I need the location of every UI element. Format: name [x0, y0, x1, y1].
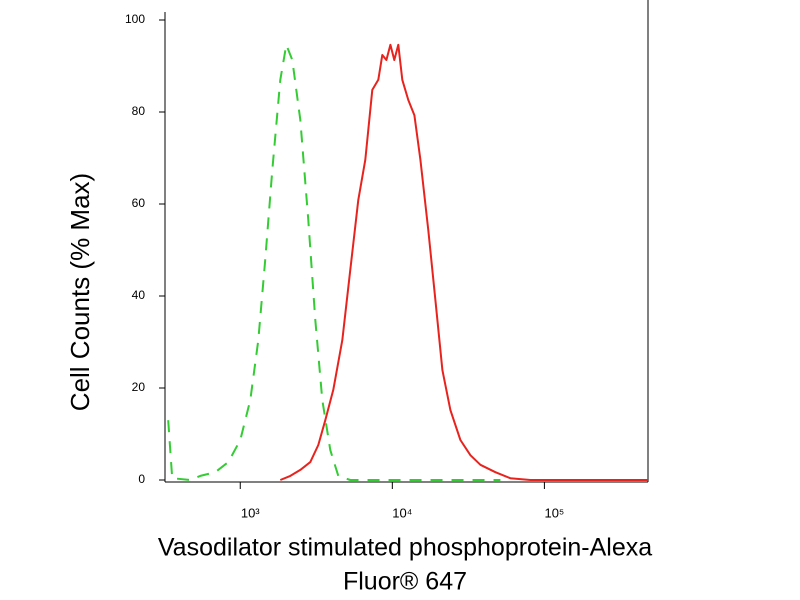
series-line: [279, 43, 648, 481]
y-tick-label: 80: [132, 104, 146, 118]
x-tick-label: 10³: [241, 505, 260, 520]
x-axis-label: Vasodilator stimulated phosphoprotein-Al…: [158, 534, 652, 562]
y-tick-label: 40: [132, 288, 146, 302]
x-tick-label: 10⁴: [392, 505, 412, 520]
x-axis-label: Fluor® 647: [343, 568, 467, 596]
y-tick-label: 0: [138, 472, 145, 486]
y-axis-label: Cell Counts (% Max): [65, 173, 95, 411]
y-tick-label: 60: [132, 196, 146, 210]
y-tick-label: 100: [125, 12, 145, 26]
x-tick-label: 10⁵: [544, 505, 564, 520]
y-tick-label: 20: [132, 380, 146, 394]
series-line: [167, 43, 501, 481]
